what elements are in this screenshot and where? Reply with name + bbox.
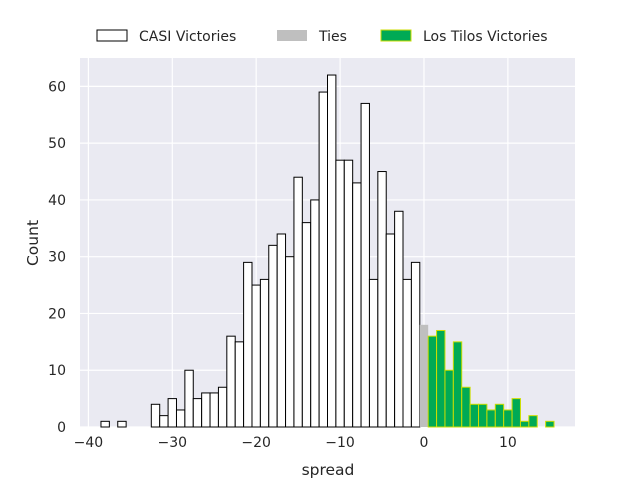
bar-tilos	[461, 386, 471, 428]
bar-casi	[201, 392, 211, 428]
x-axis-label: spread	[302, 461, 355, 479]
bar-tilos	[478, 403, 488, 428]
x-tick-label: 0	[420, 435, 429, 451]
bar-casi	[100, 420, 110, 428]
x-tick-label: −30	[158, 435, 188, 451]
bar-casi	[226, 335, 236, 428]
bar-tilos	[427, 335, 438, 428]
bar-ties	[419, 324, 429, 427]
y-tick-label: 10	[48, 363, 66, 379]
bar-tilos	[436, 329, 446, 428]
bar-casi	[402, 278, 412, 428]
x-tick-label: −10	[325, 435, 355, 451]
y-tick-label: 20	[48, 306, 66, 322]
legend-label-ties: Ties	[318, 29, 347, 45]
bar-casi	[234, 341, 245, 428]
bar-casi	[368, 278, 379, 428]
x-tick-label: −20	[241, 435, 271, 451]
bar-casi	[209, 392, 219, 428]
bar-casi	[259, 278, 270, 428]
bar-casi	[117, 420, 127, 428]
bar-tilos	[528, 415, 538, 428]
bar-tilos	[545, 420, 555, 428]
bar-tilos	[452, 341, 463, 428]
bar-tilos	[494, 403, 505, 428]
bar-casi	[192, 398, 203, 428]
legend-swatch-ties	[277, 30, 307, 41]
legend-swatch-tilos	[380, 29, 412, 42]
legend-label-tilos: Los Tilos Victories	[423, 29, 548, 45]
legend-label-casi: CASI Victories	[139, 29, 236, 45]
y-tick-label: 40	[48, 193, 66, 209]
x-tick-label: −40	[74, 435, 104, 451]
bar-casi	[394, 210, 404, 428]
bar-casi	[184, 369, 194, 428]
bar-tilos	[519, 420, 530, 428]
x-tick-labels: −40 −30 −20 −10 0 10	[74, 435, 517, 451]
bar-casi	[243, 261, 253, 428]
bars	[100, 74, 555, 428]
bar-casi	[385, 233, 396, 428]
bar-casi	[360, 102, 370, 428]
bar-casi	[377, 171, 387, 428]
bar-casi	[310, 199, 320, 428]
bar-casi	[159, 415, 169, 428]
legend-swatch-casi	[96, 29, 128, 42]
bar-tilos	[444, 369, 454, 428]
bar-casi	[352, 182, 362, 428]
bar-casi	[150, 403, 161, 428]
bar-tilos	[511, 398, 521, 428]
y-tick-label: 30	[48, 250, 66, 266]
legend: CASI Victories Ties Los Tilos Victories	[96, 29, 548, 45]
bar-casi	[410, 261, 421, 428]
bar-tilos	[486, 409, 496, 428]
bar-casi	[301, 222, 312, 428]
bar-casi	[268, 244, 278, 428]
bar-casi	[343, 159, 354, 428]
bar-tilos	[503, 409, 513, 428]
y-tick-label: 60	[48, 79, 66, 95]
y-tick-labels: 0 10 20 30 40 50 60	[48, 79, 66, 436]
bar-casi	[327, 74, 337, 428]
bar-casi	[217, 386, 228, 428]
y-tick-label: 0	[57, 420, 66, 436]
bar-casi	[276, 233, 287, 428]
y-axis-label: Count	[24, 220, 42, 266]
bar-casi	[175, 409, 186, 428]
x-tick-label: 10	[499, 435, 517, 451]
bar-tilos	[469, 403, 480, 428]
y-tick-label: 50	[48, 136, 66, 152]
bar-casi	[285, 256, 295, 428]
bar-casi	[167, 398, 177, 428]
bar-casi	[293, 176, 303, 428]
bar-casi	[318, 91, 328, 428]
bar-casi	[251, 284, 261, 428]
bar-casi	[335, 159, 345, 428]
